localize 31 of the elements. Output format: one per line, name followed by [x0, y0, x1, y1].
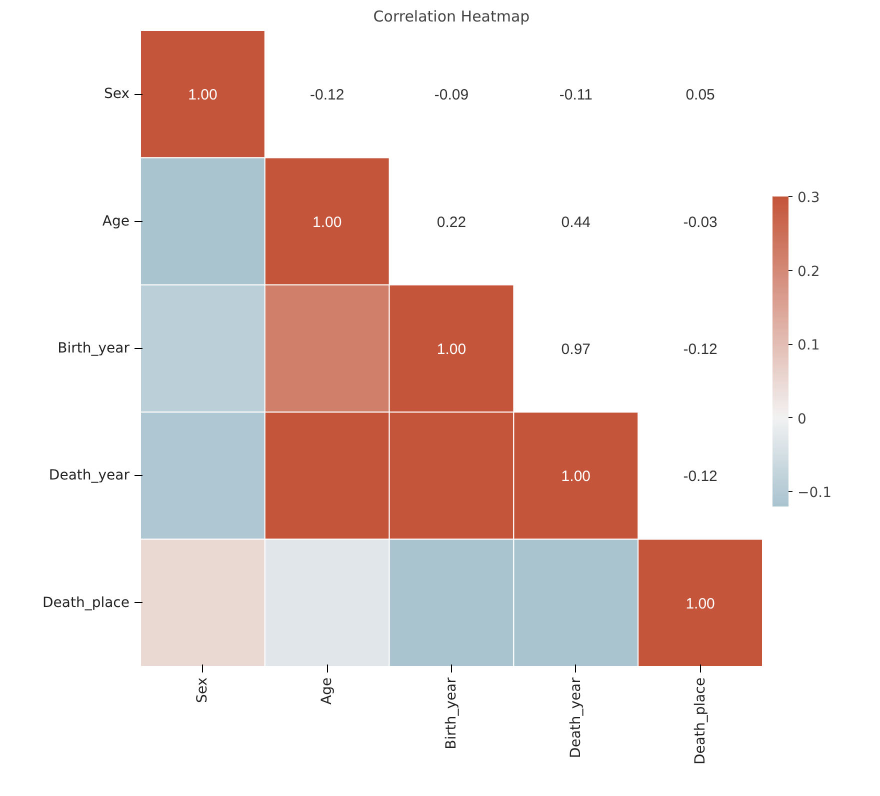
y-tick-label: Death_place [42, 594, 130, 611]
y-tick-label: Age [102, 213, 130, 230]
text: 0.05 [686, 86, 715, 104]
data-label: 1.00 [312, 214, 342, 231]
chart-title: Correlation Heatmap [373, 8, 530, 26]
y-tick-label: Birth_year [58, 340, 130, 356]
x-tick-label: Age [319, 678, 336, 705]
color-bar-label: −0.1 [798, 485, 832, 502]
data-label: 1.00 [561, 468, 591, 486]
color-bar-label: 0.1 [798, 338, 820, 354]
x-tick-label: Birth_year [444, 677, 460, 750]
x-tick-label: Sex [194, 677, 211, 704]
text: -0.12 [683, 341, 718, 358]
text: -0.12 [683, 468, 718, 486]
text: 0.97 [561, 341, 591, 358]
data-label: 1.00 [188, 86, 218, 104]
x-tick-label: Death_year [568, 677, 584, 758]
text: -0.12 [310, 86, 344, 104]
data-label: 1.00 [686, 595, 715, 612]
data-label: 1.00 [436, 341, 466, 358]
text: 0.44 [561, 214, 591, 231]
y-tick-label: Sex [104, 86, 130, 102]
color-bar-label: 0 [798, 411, 806, 428]
color-bar-label: 0.2 [798, 264, 820, 280]
y-tick-label: Death_year [48, 468, 130, 484]
text: -0.09 [434, 86, 469, 104]
text: 0.22 [436, 214, 466, 231]
x-tick-label: Death_place [692, 677, 708, 764]
color-bar-label: 0.3 [798, 190, 820, 206]
text: -0.11 [559, 86, 592, 104]
text: -0.03 [683, 214, 718, 231]
